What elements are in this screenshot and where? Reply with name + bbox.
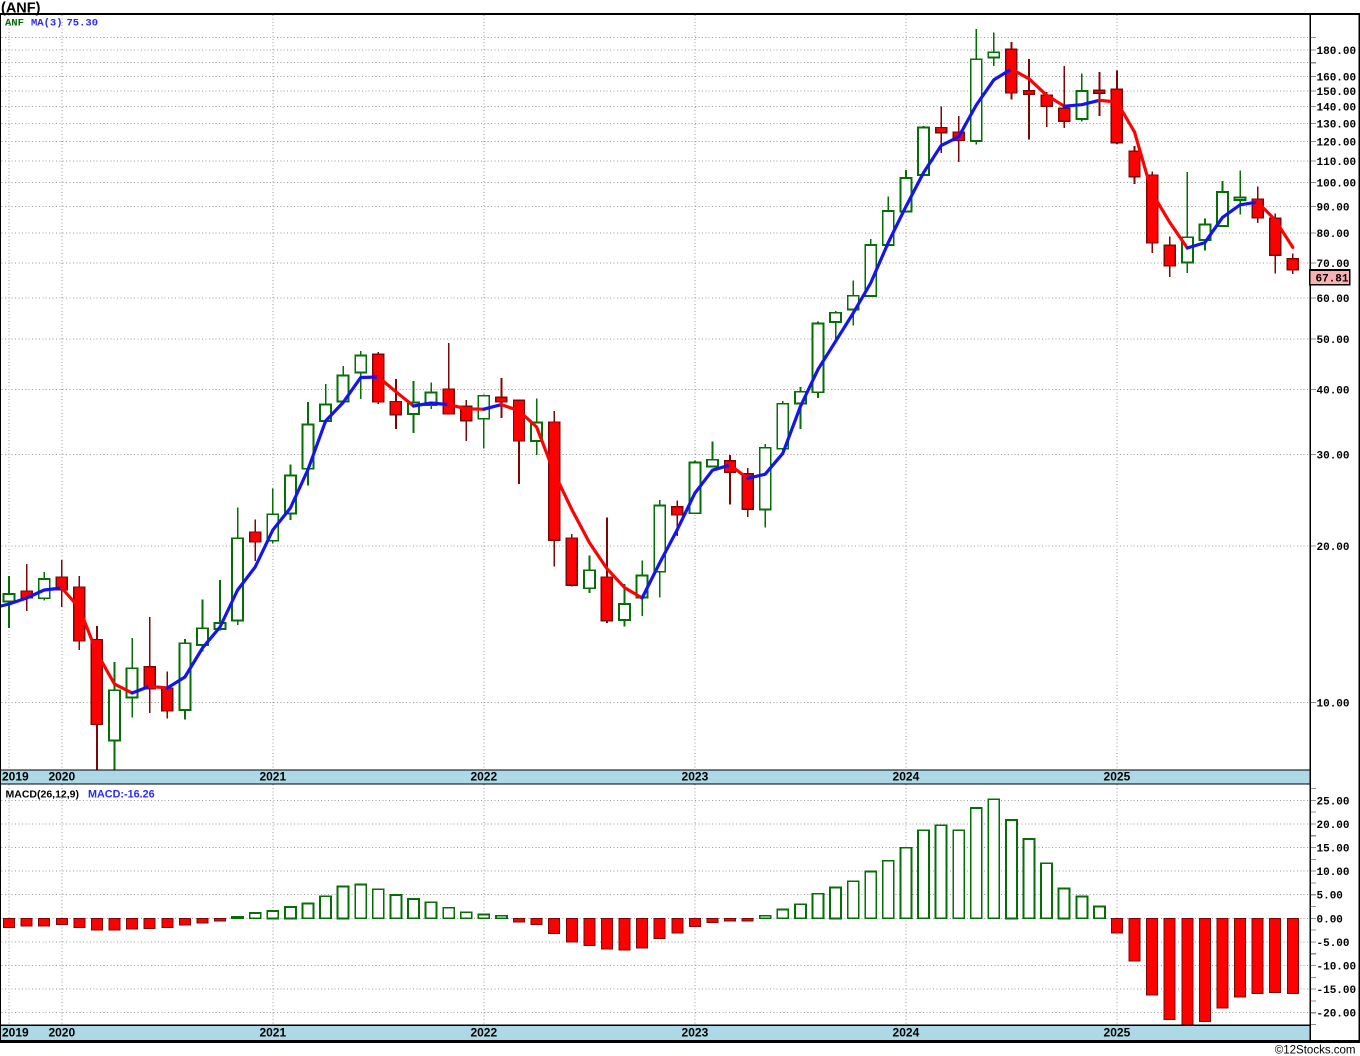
svg-text:20.00: 20.00 [1317, 820, 1350, 832]
svg-text:2023: 2023 [682, 1025, 709, 1039]
svg-text:75.30: 75.30 [67, 18, 99, 30]
svg-text:10.00: 10.00 [1317, 867, 1350, 879]
svg-text:130.00: 130.00 [1317, 119, 1357, 131]
svg-text:80.00: 80.00 [1317, 229, 1350, 241]
svg-text:-10.00: -10.00 [1317, 962, 1357, 974]
svg-text:40.00: 40.00 [1317, 385, 1350, 397]
svg-text:20.00: 20.00 [1317, 542, 1350, 554]
svg-text:15.00: 15.00 [1317, 844, 1350, 856]
svg-text:60.00: 60.00 [1317, 294, 1350, 306]
svg-text:140.00: 140.00 [1317, 103, 1357, 115]
svg-text:2022: 2022 [470, 1025, 497, 1039]
svg-text:90.00: 90.00 [1317, 202, 1350, 214]
svg-text:-20.00: -20.00 [1317, 1009, 1357, 1021]
svg-text:180.00: 180.00 [1317, 46, 1357, 58]
svg-text:MACD(26,12,9): MACD(26,12,9) [6, 789, 80, 801]
svg-text:-5.00: -5.00 [1317, 938, 1350, 950]
svg-text:-15.00: -15.00 [1317, 985, 1357, 997]
svg-text:2024: 2024 [893, 770, 920, 784]
svg-text:2021: 2021 [259, 770, 286, 784]
svg-text:67.81: 67.81 [1316, 274, 1349, 286]
svg-text:©12Stocks.com: ©12Stocks.com [1275, 1045, 1356, 1056]
svg-text:160.00: 160.00 [1317, 72, 1357, 84]
svg-text:2025: 2025 [1104, 770, 1131, 784]
svg-text:30.00: 30.00 [1317, 450, 1350, 462]
svg-text:100.00: 100.00 [1317, 179, 1357, 191]
svg-text:150.00: 150.00 [1317, 87, 1357, 99]
svg-text:2020: 2020 [48, 770, 75, 784]
svg-text:ANF: ANF [5, 18, 24, 30]
svg-text:2022: 2022 [470, 770, 497, 784]
svg-text:2024: 2024 [893, 1025, 920, 1039]
svg-text:25.00: 25.00 [1317, 796, 1350, 808]
svg-text:110.00: 110.00 [1317, 157, 1357, 169]
svg-text:50.00: 50.00 [1317, 335, 1350, 347]
svg-text:MACD:-16.26: MACD:-16.26 [88, 789, 155, 801]
svg-text:5.00: 5.00 [1317, 891, 1343, 903]
svg-text:70.00: 70.00 [1317, 259, 1350, 271]
svg-text:2025: 2025 [1104, 1025, 1131, 1039]
svg-text:2021: 2021 [259, 1025, 286, 1039]
svg-text:0.00: 0.00 [1317, 914, 1343, 926]
svg-text:2019: 2019 [2, 770, 29, 784]
svg-text:120.00: 120.00 [1317, 137, 1357, 149]
svg-text:10.00: 10.00 [1317, 699, 1350, 711]
svg-text:2019: 2019 [2, 1025, 29, 1039]
svg-text:MA(3): MA(3) [31, 18, 63, 30]
svg-text:2020: 2020 [48, 1025, 75, 1039]
svg-text:2023: 2023 [682, 770, 709, 784]
svg-text:(ANF): (ANF) [1, 1, 41, 17]
